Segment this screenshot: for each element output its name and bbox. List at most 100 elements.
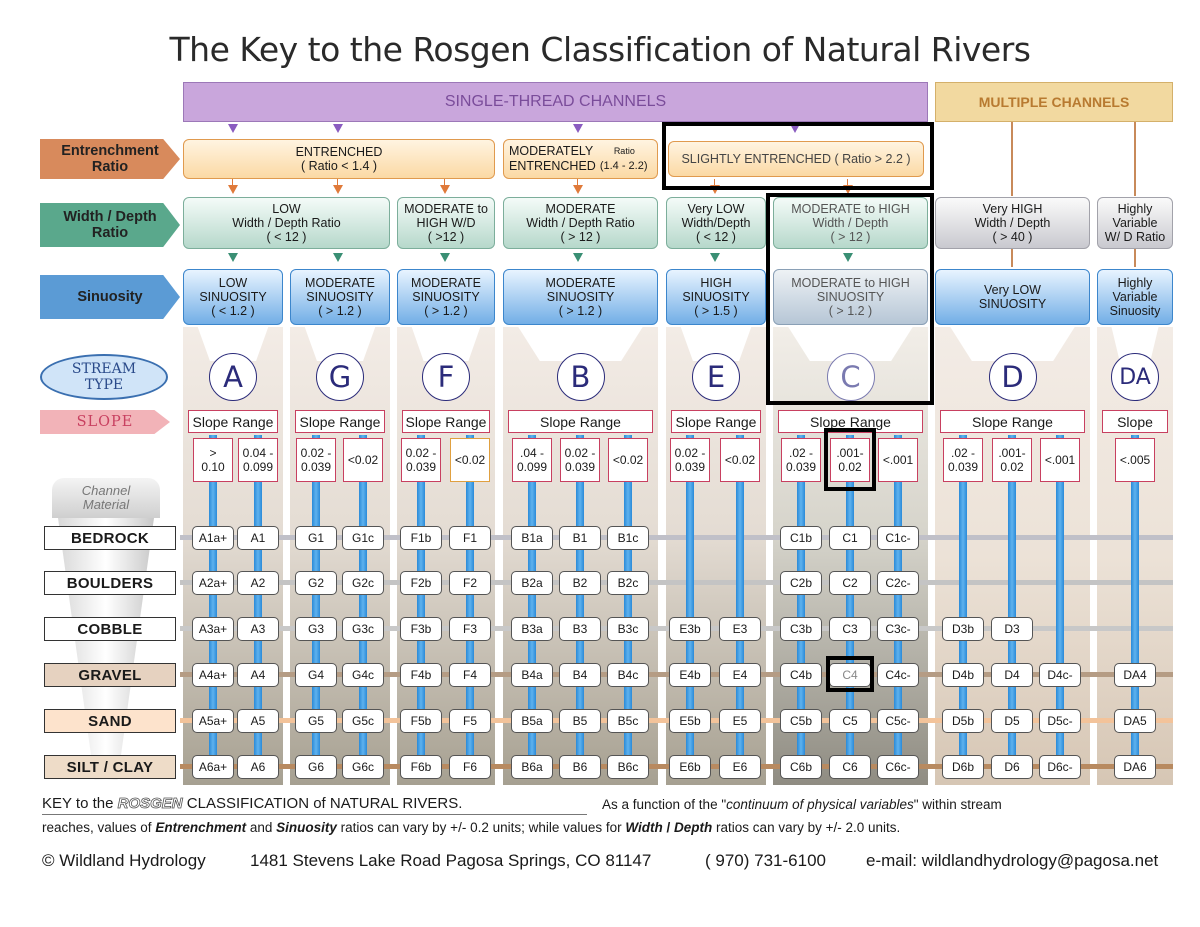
cell-f1: F1 xyxy=(449,526,491,550)
cell-b4: B4 xyxy=(559,663,601,687)
cell-c2b: C2b xyxy=(780,571,822,595)
cell-f4: F4 xyxy=(449,663,491,687)
cell-b1: B1 xyxy=(559,526,601,550)
slope-stem-5 xyxy=(466,435,474,775)
footer-email[interactable]: e-mail: wildlandhydrology@pagosa.net xyxy=(866,851,1159,870)
arrow-green-4 xyxy=(710,253,720,262)
cell-c4c-: C4c- xyxy=(877,663,919,687)
cell-d5b: D5b xyxy=(942,709,984,733)
slope-value-3: <0.02 xyxy=(343,438,383,482)
cell-c5b: C5b xyxy=(780,709,822,733)
sinuosity-d-box: Very LOW SINUOSITY xyxy=(935,269,1090,325)
cell-c6b: C6b xyxy=(780,755,822,779)
footer-key-title: KEY to the ROSGEN CLASSIFICATION of NATU… xyxy=(42,795,463,813)
slope-range-b: Slope Range xyxy=(508,410,653,433)
cell-a2: A2 xyxy=(237,571,279,595)
cell-g6: G6 xyxy=(295,755,337,779)
column-bg-f xyxy=(397,327,495,785)
cell-da4: DA4 xyxy=(1114,663,1156,687)
cell-g6c: G6c xyxy=(342,755,384,779)
sinuosity-f-box: MODERATE SINUOSITY ( > 1.2 ) xyxy=(397,269,495,325)
stream-type-d: D xyxy=(988,353,1037,401)
slope-value-14: .02 - 0.039 xyxy=(943,438,983,482)
cell-f5: F5 xyxy=(449,709,491,733)
arrow-green-5 xyxy=(843,253,853,262)
cell-c5c-: C5c- xyxy=(877,709,919,733)
slope-stem-3 xyxy=(359,435,367,775)
arrow-green-2 xyxy=(440,253,450,262)
wd-da-box: Highly Variable W/ D Ratio xyxy=(1097,197,1173,249)
cell-f2b: F2b xyxy=(400,571,442,595)
slightly-entrenched-box: SLIGHTLY ENTRENCHED ( Ratio > 2.2 ) xyxy=(668,141,924,177)
cell-b5a: B5a xyxy=(511,709,553,733)
cell-a4: A4 xyxy=(237,663,279,687)
highlight-c4 xyxy=(826,656,874,692)
cell-b4c: B4c xyxy=(607,663,649,687)
cell-a6: A6 xyxy=(237,755,279,779)
cell-a5a-: A5a+ xyxy=(192,709,234,733)
cell-d6c-: D6c- xyxy=(1039,755,1081,779)
multi-connector2-0 xyxy=(1011,249,1013,267)
wd-f-box: MODERATE to HIGH W/D ( >12 ) xyxy=(397,197,495,249)
slope-value-13: <.001 xyxy=(878,438,918,482)
cell-da5: DA5 xyxy=(1114,709,1156,733)
cell-g4c: G4c xyxy=(342,663,384,687)
cell-d6: D6 xyxy=(991,755,1033,779)
slope-stem-11 xyxy=(797,435,805,775)
cell-b5c: B5c xyxy=(607,709,649,733)
cell-d5: D5 xyxy=(991,709,1033,733)
multiple-channels-header: MULTIPLE CHANNELS xyxy=(935,82,1173,122)
page-title: The Key to the Rosgen Classification of … xyxy=(169,30,1031,69)
cell-d4: D4 xyxy=(991,663,1033,687)
arrow-line-o-5 xyxy=(847,179,848,187)
footer-note-line1: As a function of the "continuum of physi… xyxy=(602,797,1002,812)
cell-f3: F3 xyxy=(449,617,491,641)
cell-d4c-: D4c- xyxy=(1039,663,1081,687)
highlight-c-column xyxy=(766,193,934,405)
cell-c4: C4 xyxy=(829,663,871,687)
slope-value-10: <0.02 xyxy=(720,438,760,482)
stream-type-g: G xyxy=(316,353,364,401)
footer-note-line2: reaches, values of Entrenchment and Sinu… xyxy=(42,820,901,835)
slope-stem-6 xyxy=(528,435,536,775)
cell-g2c: G2c xyxy=(342,571,384,595)
cell-g4: G4 xyxy=(295,663,337,687)
sinuosity-g-box: MODERATE SINUOSITY ( > 1.2 ) xyxy=(290,269,390,325)
cell-g5: G5 xyxy=(295,709,337,733)
cell-f5b: F5b xyxy=(400,709,442,733)
material-cobble: COBBLE xyxy=(44,617,176,641)
footer-address: 1481 Stevens Lake Road Pagosa Springs, C… xyxy=(250,851,652,870)
cell-e4: E4 xyxy=(719,663,761,687)
cell-g1: G1 xyxy=(295,526,337,550)
slope-stem-16 xyxy=(1056,435,1064,775)
cell-c4b: C4b xyxy=(780,663,822,687)
cell-f1b: F1b xyxy=(400,526,442,550)
multi-connector2-1 xyxy=(1134,249,1136,267)
cell-d6b: D6b xyxy=(942,755,984,779)
cell-d3: D3 xyxy=(991,617,1033,641)
column-bg-e xyxy=(666,327,766,785)
arrow-orange-3 xyxy=(573,185,583,194)
cell-e6: E6 xyxy=(719,755,761,779)
cell-g1c: G1c xyxy=(342,526,384,550)
cell-b4a: B4a xyxy=(511,663,553,687)
entrenchment-ratio-label: Entrenchment Ratio xyxy=(40,139,180,179)
entrenched-box: ENTRENCHED ( Ratio < 1.4 ) xyxy=(183,139,495,179)
wd-c-box: MODERATE to HIGH Width / Depth ( > 12 ) xyxy=(773,197,928,249)
wd-d-box: Very HIGH Width / Depth ( > 40 ) xyxy=(935,197,1090,249)
sinuosity-c-box: MODERATE to HIGH SINUOSITY ( > 1.2 ) xyxy=(773,269,928,325)
cell-a5: A5 xyxy=(237,709,279,733)
stream-type-a: A xyxy=(209,353,257,401)
cell-a3: A3 xyxy=(237,617,279,641)
material-line-0 xyxy=(180,535,1173,540)
cell-a1: A1 xyxy=(237,526,279,550)
cell-c1b: C1b xyxy=(780,526,822,550)
cell-c3: C3 xyxy=(829,617,871,641)
cell-f6: F6 xyxy=(449,755,491,779)
cell-da6: DA6 xyxy=(1114,755,1156,779)
stream-type-e: E xyxy=(692,353,740,401)
slope-range-f: Slope Range xyxy=(402,410,490,433)
column-bg-a xyxy=(183,327,283,785)
width-depth-ratio-label: Width / Depth Ratio xyxy=(40,203,180,247)
moderately-entrenched-box: MODERATELY ENTRENCHED Ratio (1.4 - 2.2) xyxy=(503,139,658,179)
